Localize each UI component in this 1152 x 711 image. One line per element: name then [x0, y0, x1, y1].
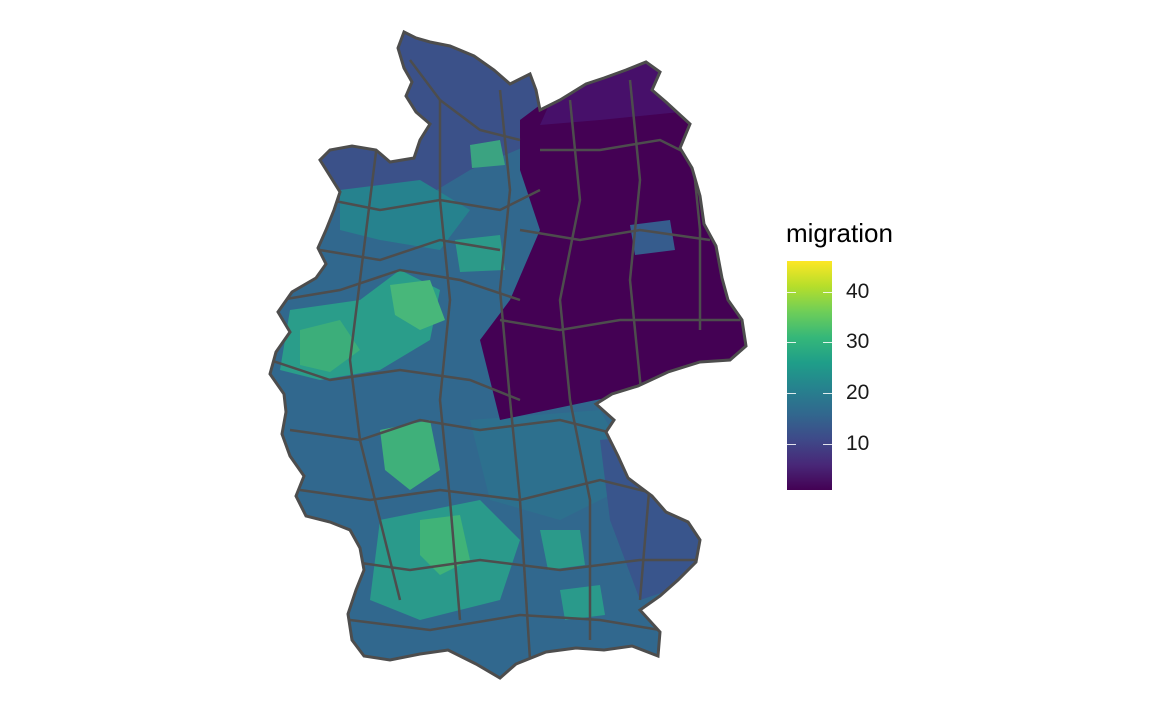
legend-tick-mark	[787, 393, 796, 395]
region-hamburg	[470, 140, 505, 168]
legend-tick-label: 40	[846, 279, 870, 303]
legend-tick-mark	[787, 444, 796, 446]
legend-tick-mark	[823, 444, 832, 446]
district-borders	[270, 59, 740, 661]
region-nuremberg	[540, 530, 585, 570]
legend-tick-mark	[823, 393, 832, 395]
legend-tick-mark	[823, 291, 832, 293]
legend-tick-mark	[787, 291, 796, 293]
region-stuttgart	[420, 515, 470, 575]
region-berlin	[630, 220, 675, 255]
region-munich	[560, 585, 605, 620]
region-frankfurt	[380, 420, 440, 490]
region-ruhr	[300, 320, 360, 372]
legend-title: migration	[786, 218, 893, 248]
region-bielefeld	[390, 280, 445, 330]
legend-tick-mark	[823, 342, 832, 344]
legend-tick-label: 10	[846, 432, 870, 456]
legend-tick-mark	[787, 342, 796, 344]
legend-colorbar	[787, 261, 832, 490]
legend-tick-label: 20	[846, 381, 870, 405]
region-lowlands	[340, 180, 470, 250]
region-hannover	[455, 235, 505, 272]
legend-tick-label: 30	[846, 330, 870, 354]
